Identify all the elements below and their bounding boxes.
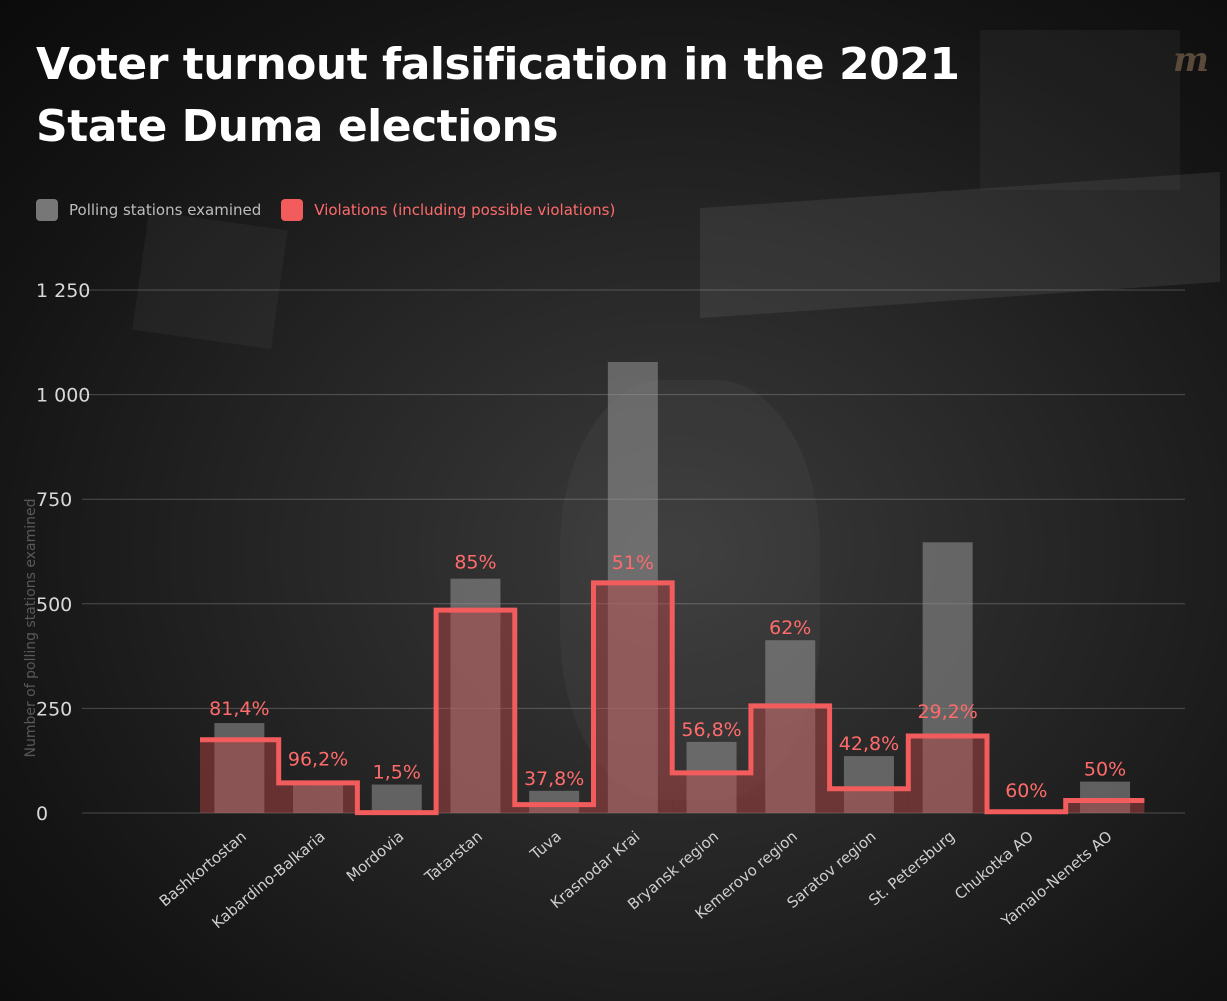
bar-violations [672,772,751,813]
legend-item-examined: Polling stations examined [36,199,261,221]
bar-violations [1065,800,1145,813]
bar-violations [593,582,673,813]
bar-examined [293,781,344,813]
bar-violations [278,782,358,813]
bar-violations [829,788,909,813]
bar-examined [843,756,894,813]
y-axis-label: Number of polling stations examined [23,498,39,757]
legend-swatch-violations [281,199,304,221]
data-label: 37,8% [524,768,584,790]
data-label: 81,4% [209,698,269,720]
y-tick-label: 750 [36,489,72,511]
data-label: 51% [612,552,654,574]
bar-examined [1080,781,1131,813]
data-label: 56,8% [681,719,741,741]
data-label: 42,8% [839,733,899,755]
bar-examined [686,741,737,813]
y-tick-label: 1 000 [36,385,90,407]
bar-violations [750,705,830,813]
y-tick-label: 0 [36,803,48,825]
bar-examined [922,542,973,813]
legend-item-violations: Violations (including possible violation… [281,199,615,221]
x-tick-label: St. Petersburg [865,827,958,909]
data-label: 60% [1005,780,1047,802]
x-tick-label: Mordovia [343,827,407,885]
data-label: 50% [1084,759,1126,781]
violations-step-line [200,580,1145,816]
y-tick-label: 1 250 [36,280,90,302]
data-label: 29,2% [917,701,977,723]
chart-title: Voter turnout falsification in the 2021 … [36,39,960,152]
bar-violations [200,739,279,813]
data-label: 85% [454,552,496,574]
bar-examined [371,784,422,813]
bar-examined [607,361,658,813]
x-tick-label: Tatarstan [420,827,486,886]
data-label: 96,2% [288,749,348,771]
legend-swatch-examined [36,199,58,221]
y-tick-label: 500 [36,594,72,616]
bar-examined [450,578,501,813]
bar-examined [765,640,816,813]
bar-examined [529,790,580,813]
legend: Polling stations examined Violations (in… [36,199,635,221]
bar-violations [436,610,515,813]
y-tick-label: 250 [36,698,72,720]
legend-label-violations: Violations (including possible violation… [314,201,616,219]
bar-violations [514,804,594,813]
logo: m [1173,40,1209,80]
bar-violations [908,736,987,813]
x-tick-label: Tuva [526,827,565,864]
data-label: 62% [769,617,811,639]
legend-label-examined: Polling stations examined [69,201,262,219]
data-label: 1,5% [373,762,421,784]
x-tick-label: Chukotka AO [951,827,1037,903]
